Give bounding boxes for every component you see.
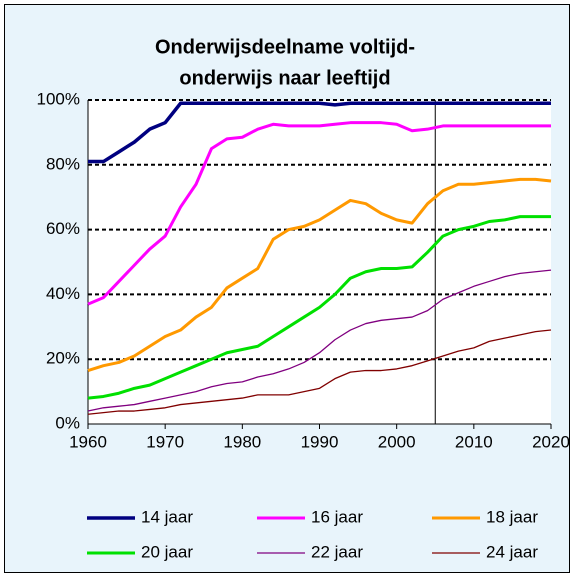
x-tick-label: 1990	[301, 432, 339, 451]
chart-title: Onderwijsdeelname voltijd-	[155, 36, 415, 58]
y-tick-label: 20%	[46, 349, 80, 368]
x-tick-label: 1980	[223, 432, 261, 451]
x-tick-label: 2000	[378, 432, 416, 451]
y-tick-label: 40%	[46, 284, 80, 303]
series-line	[87, 121, 551, 306]
x-tick-label: 2020	[532, 432, 570, 451]
legend-label: 20 jaar	[141, 542, 193, 561]
legend-label: 16 jaar	[311, 507, 363, 526]
chart-title: onderwijs naar leeftijd	[179, 67, 390, 89]
x-tick-label: 1960	[69, 432, 107, 451]
legend-label: 24 jaar	[486, 542, 538, 561]
plot-area	[88, 100, 551, 424]
series-line	[87, 215, 551, 400]
legend-label: 14 jaar	[141, 507, 193, 526]
legend-label: 22 jaar	[311, 542, 363, 561]
series-line	[87, 177, 552, 372]
x-tick-label: 1970	[146, 432, 184, 451]
y-tick-label: 80%	[46, 154, 80, 173]
y-tick-label: 0%	[55, 413, 80, 432]
series-line	[87, 329, 552, 415]
x-tick-label: 2010	[455, 432, 493, 451]
y-tick-label: 100%	[37, 89, 80, 108]
legend-label: 18 jaar	[486, 507, 538, 526]
y-tick-label: 60%	[46, 219, 80, 238]
series-line	[88, 101, 551, 164]
series-line	[87, 269, 552, 412]
